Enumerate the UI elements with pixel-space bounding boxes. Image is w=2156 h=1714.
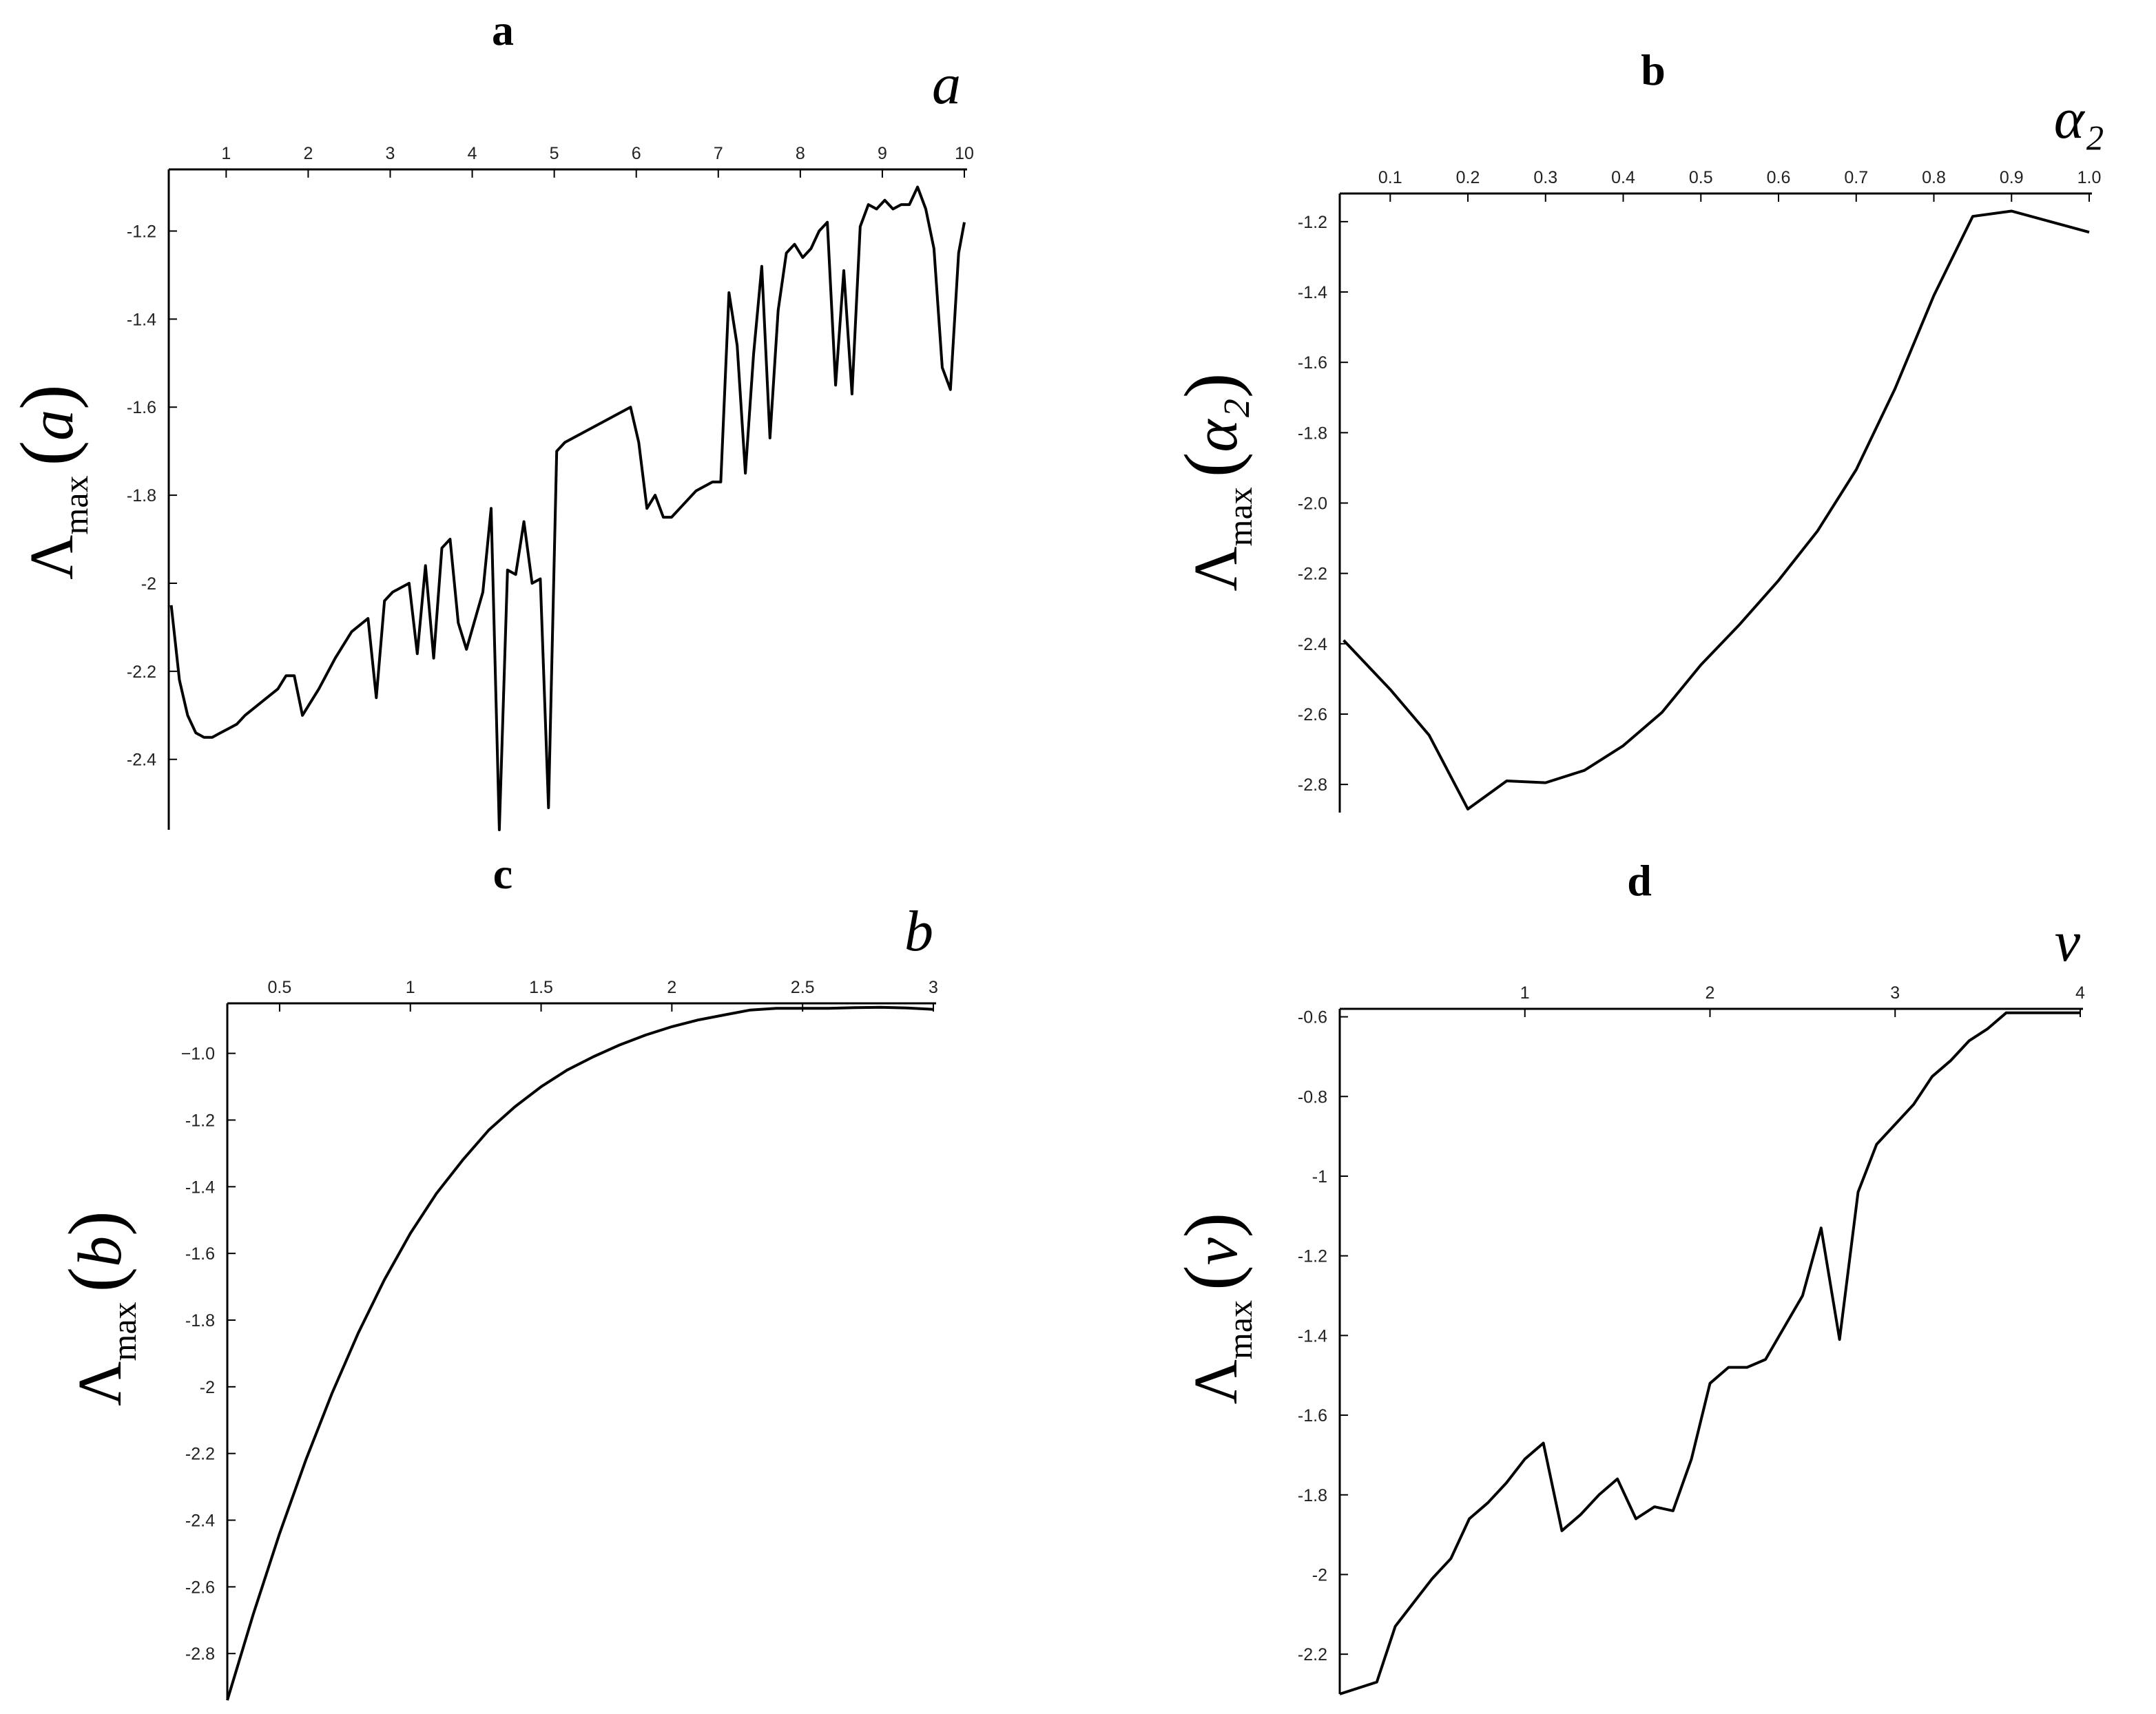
x-axis-label-c: b bbox=[904, 899, 933, 963]
x-axis-label-d: v bbox=[2055, 910, 2081, 974]
x-tick-label-b: 0.4 bbox=[1611, 168, 1635, 187]
y-tick-label-c: -2.8 bbox=[185, 1644, 215, 1664]
panel-a: a a 1 2 3 4 5 6 7 8 9 10 -1.2 -1.4 -1.6 -1.8 -2 -2.2 -2.4 Λ… bbox=[5, 6, 974, 831]
y-tick-label-d: -1.6 bbox=[1298, 1406, 1327, 1425]
y-axis-label-b: Λmax(α₂) bbox=[1169, 373, 1259, 591]
x-tick-label-a: 3 bbox=[386, 144, 395, 163]
y-tick-label-c: -2 bbox=[200, 1378, 215, 1397]
x-tick-label-c: 2.5 bbox=[791, 978, 815, 997]
svg-text:Λmax(v): Λmax(v) bbox=[1169, 1213, 1259, 1405]
x-tick-label-a: 6 bbox=[632, 144, 641, 163]
series-line-d bbox=[1339, 1011, 2080, 1695]
svg-text:Λmax(α₂): Λmax(α₂) bbox=[1169, 373, 1259, 591]
x-tick-label-b: 0.6 bbox=[1767, 168, 1791, 187]
svg-text:Λmax(a): Λmax(a) bbox=[5, 384, 95, 580]
y-tick-label-c: −1.0 bbox=[181, 1045, 215, 1064]
svg-text:Λmax(b): Λmax(b) bbox=[53, 1211, 143, 1406]
series-line-b bbox=[1343, 209, 2090, 811]
x-tick-label-d: 3 bbox=[1890, 983, 1900, 1003]
panel-label-d: d bbox=[1627, 856, 1652, 905]
x-tick-label-d: 2 bbox=[1706, 983, 1715, 1003]
x-tick-label-c: 1.5 bbox=[529, 978, 553, 997]
y-tick-label-d: -2.2 bbox=[1298, 1645, 1327, 1664]
y-axis-label-a: Λmax(a) bbox=[5, 384, 95, 580]
panel-label-c: c bbox=[493, 849, 512, 898]
y-tick-label-a: -2.4 bbox=[127, 751, 156, 770]
y-tick-label-c: -2.2 bbox=[185, 1445, 215, 1464]
panel-c: c b 0.5 1 1.5 2 2.5 3 −1.0 -1.2 -1.4 -1.6 -1.8 -2 -2.2… bbox=[53, 849, 938, 1701]
y-tick-label-a: -1.6 bbox=[127, 398, 156, 417]
series-line-c bbox=[226, 1005, 934, 1701]
y-tick-label-c: -1.8 bbox=[185, 1311, 215, 1330]
x-axis-label-a: a bbox=[932, 52, 961, 116]
x-tick-label-c: 2 bbox=[667, 978, 676, 997]
y-tick-label-d: -1.4 bbox=[1298, 1326, 1327, 1346]
y-axis-label-c: Λmax(b) bbox=[53, 1211, 143, 1406]
x-tick-label-b: 0.8 bbox=[1922, 168, 1946, 187]
y-tick-label-c: -1.6 bbox=[185, 1244, 215, 1264]
x-tick-label-c: 1 bbox=[406, 978, 415, 997]
y-tick-label-b: -1.2 bbox=[1298, 213, 1327, 232]
y-tick-label-d: -2 bbox=[1312, 1565, 1327, 1585]
x-tick-label-a: 9 bbox=[878, 144, 887, 163]
y-tick-label-d: -1.8 bbox=[1298, 1486, 1327, 1505]
y-tick-label-a: -2.2 bbox=[127, 662, 156, 682]
panel-label-b: b bbox=[1641, 45, 1666, 94]
y-tick-label-c: -2.6 bbox=[185, 1578, 215, 1597]
y-tick-label-d: -0.6 bbox=[1298, 1008, 1327, 1027]
x-tick-label-c: 0.5 bbox=[268, 978, 292, 997]
x-axis-label-b: α₂ bbox=[2054, 87, 2104, 151]
x-tick-label-a: 8 bbox=[796, 144, 805, 163]
x-tick-label-a: 2 bbox=[303, 144, 313, 163]
y-tick-label-b: -1.8 bbox=[1298, 424, 1327, 443]
y-tick-label-b: -2.6 bbox=[1298, 705, 1327, 724]
y-axis-label-d: Λmax(v) bbox=[1169, 1213, 1259, 1405]
series-line-a bbox=[169, 185, 966, 831]
y-tick-label-b: -2.4 bbox=[1298, 635, 1327, 654]
x-tick-label-b: 0.5 bbox=[1689, 168, 1713, 187]
y-tick-label-c: -2.4 bbox=[185, 1512, 215, 1531]
x-tick-label-b: 0.3 bbox=[1533, 168, 1557, 187]
y-tick-label-c: -1.4 bbox=[185, 1178, 215, 1197]
x-tick-label-a: 1 bbox=[221, 144, 231, 163]
y-tick-label-a: -1.8 bbox=[127, 486, 156, 505]
x-tick-label-b: 0.9 bbox=[2000, 168, 2024, 187]
panel-d: d v 1 2 3 4 -0.6 -0.8 -1 -1.2 -1.4 -1.6 -1.8 -2 -2.2 Λm… bbox=[1169, 856, 2085, 1695]
x-tick-label-c: 3 bbox=[929, 978, 938, 997]
panel-label-a: a bbox=[492, 6, 514, 54]
x-tick-label-a: 7 bbox=[714, 144, 723, 163]
x-tick-label-a: 4 bbox=[468, 144, 477, 163]
x-tick-label-d: 1 bbox=[1520, 983, 1530, 1003]
x-tick-label-a: 5 bbox=[550, 144, 559, 163]
x-tick-label-d: 4 bbox=[2075, 983, 2085, 1003]
y-tick-label-b: -1.4 bbox=[1298, 283, 1327, 302]
y-tick-label-b: -2.8 bbox=[1298, 775, 1327, 795]
x-tick-label-b: 1.0 bbox=[2077, 168, 2102, 187]
panel-b: b α₂ 0.1 0.2 0.3 0.4 0.5 0.6 0.7 0.8 0.9 1.0 -1.2 -1.… bbox=[1169, 45, 2104, 813]
x-tick-label-b: 0.1 bbox=[1378, 168, 1402, 187]
y-tick-label-b: -1.6 bbox=[1298, 353, 1327, 373]
y-tick-label-d: -0.8 bbox=[1298, 1087, 1327, 1107]
y-tick-label-a: -1.4 bbox=[127, 310, 156, 329]
y-tick-label-a: -2 bbox=[141, 574, 156, 594]
x-tick-label-b: 0.7 bbox=[1844, 168, 1868, 187]
y-tick-label-c: -1.2 bbox=[185, 1111, 215, 1130]
y-tick-label-b: -2.0 bbox=[1298, 494, 1327, 514]
x-tick-label-b: 0.2 bbox=[1456, 168, 1480, 187]
y-tick-label-a: -1.2 bbox=[127, 222, 156, 242]
y-tick-label-d: -1.2 bbox=[1298, 1247, 1327, 1266]
y-tick-label-d: -1 bbox=[1312, 1167, 1327, 1187]
x-tick-label-a: 10 bbox=[955, 144, 974, 163]
y-tick-label-b: -2.2 bbox=[1298, 565, 1327, 584]
